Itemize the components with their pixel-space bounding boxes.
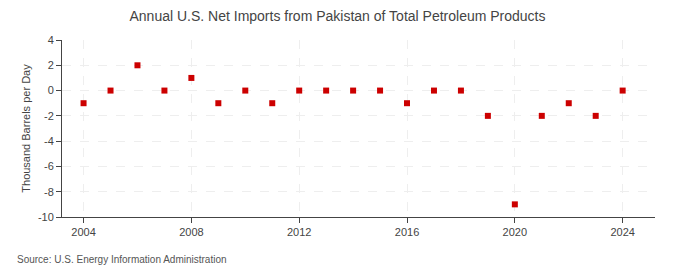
svg-text:2024: 2024 xyxy=(610,226,634,238)
svg-text:2008: 2008 xyxy=(179,226,203,238)
svg-text:Annual U.S. Net Imports from P: Annual U.S. Net Imports from Pakistan of… xyxy=(129,8,545,24)
svg-text:Source: U.S. Energy Informatio: Source: U.S. Energy Information Administ… xyxy=(17,254,227,265)
svg-text:-10: -10 xyxy=(38,211,54,223)
svg-text:-4: -4 xyxy=(44,135,54,147)
svg-text:Thousand Barrels per Day: Thousand Barrels per Day xyxy=(20,64,32,193)
svg-text:2016: 2016 xyxy=(395,226,419,238)
svg-text:-8: -8 xyxy=(44,186,54,198)
svg-text:2: 2 xyxy=(48,59,54,71)
svg-text:2004: 2004 xyxy=(71,226,95,238)
svg-text:2020: 2020 xyxy=(503,226,527,238)
svg-text:-2: -2 xyxy=(44,110,54,122)
svg-text:-6: -6 xyxy=(44,160,54,172)
svg-text:4: 4 xyxy=(48,34,54,46)
svg-text:0: 0 xyxy=(48,84,54,96)
svg-text:2012: 2012 xyxy=(287,226,311,238)
